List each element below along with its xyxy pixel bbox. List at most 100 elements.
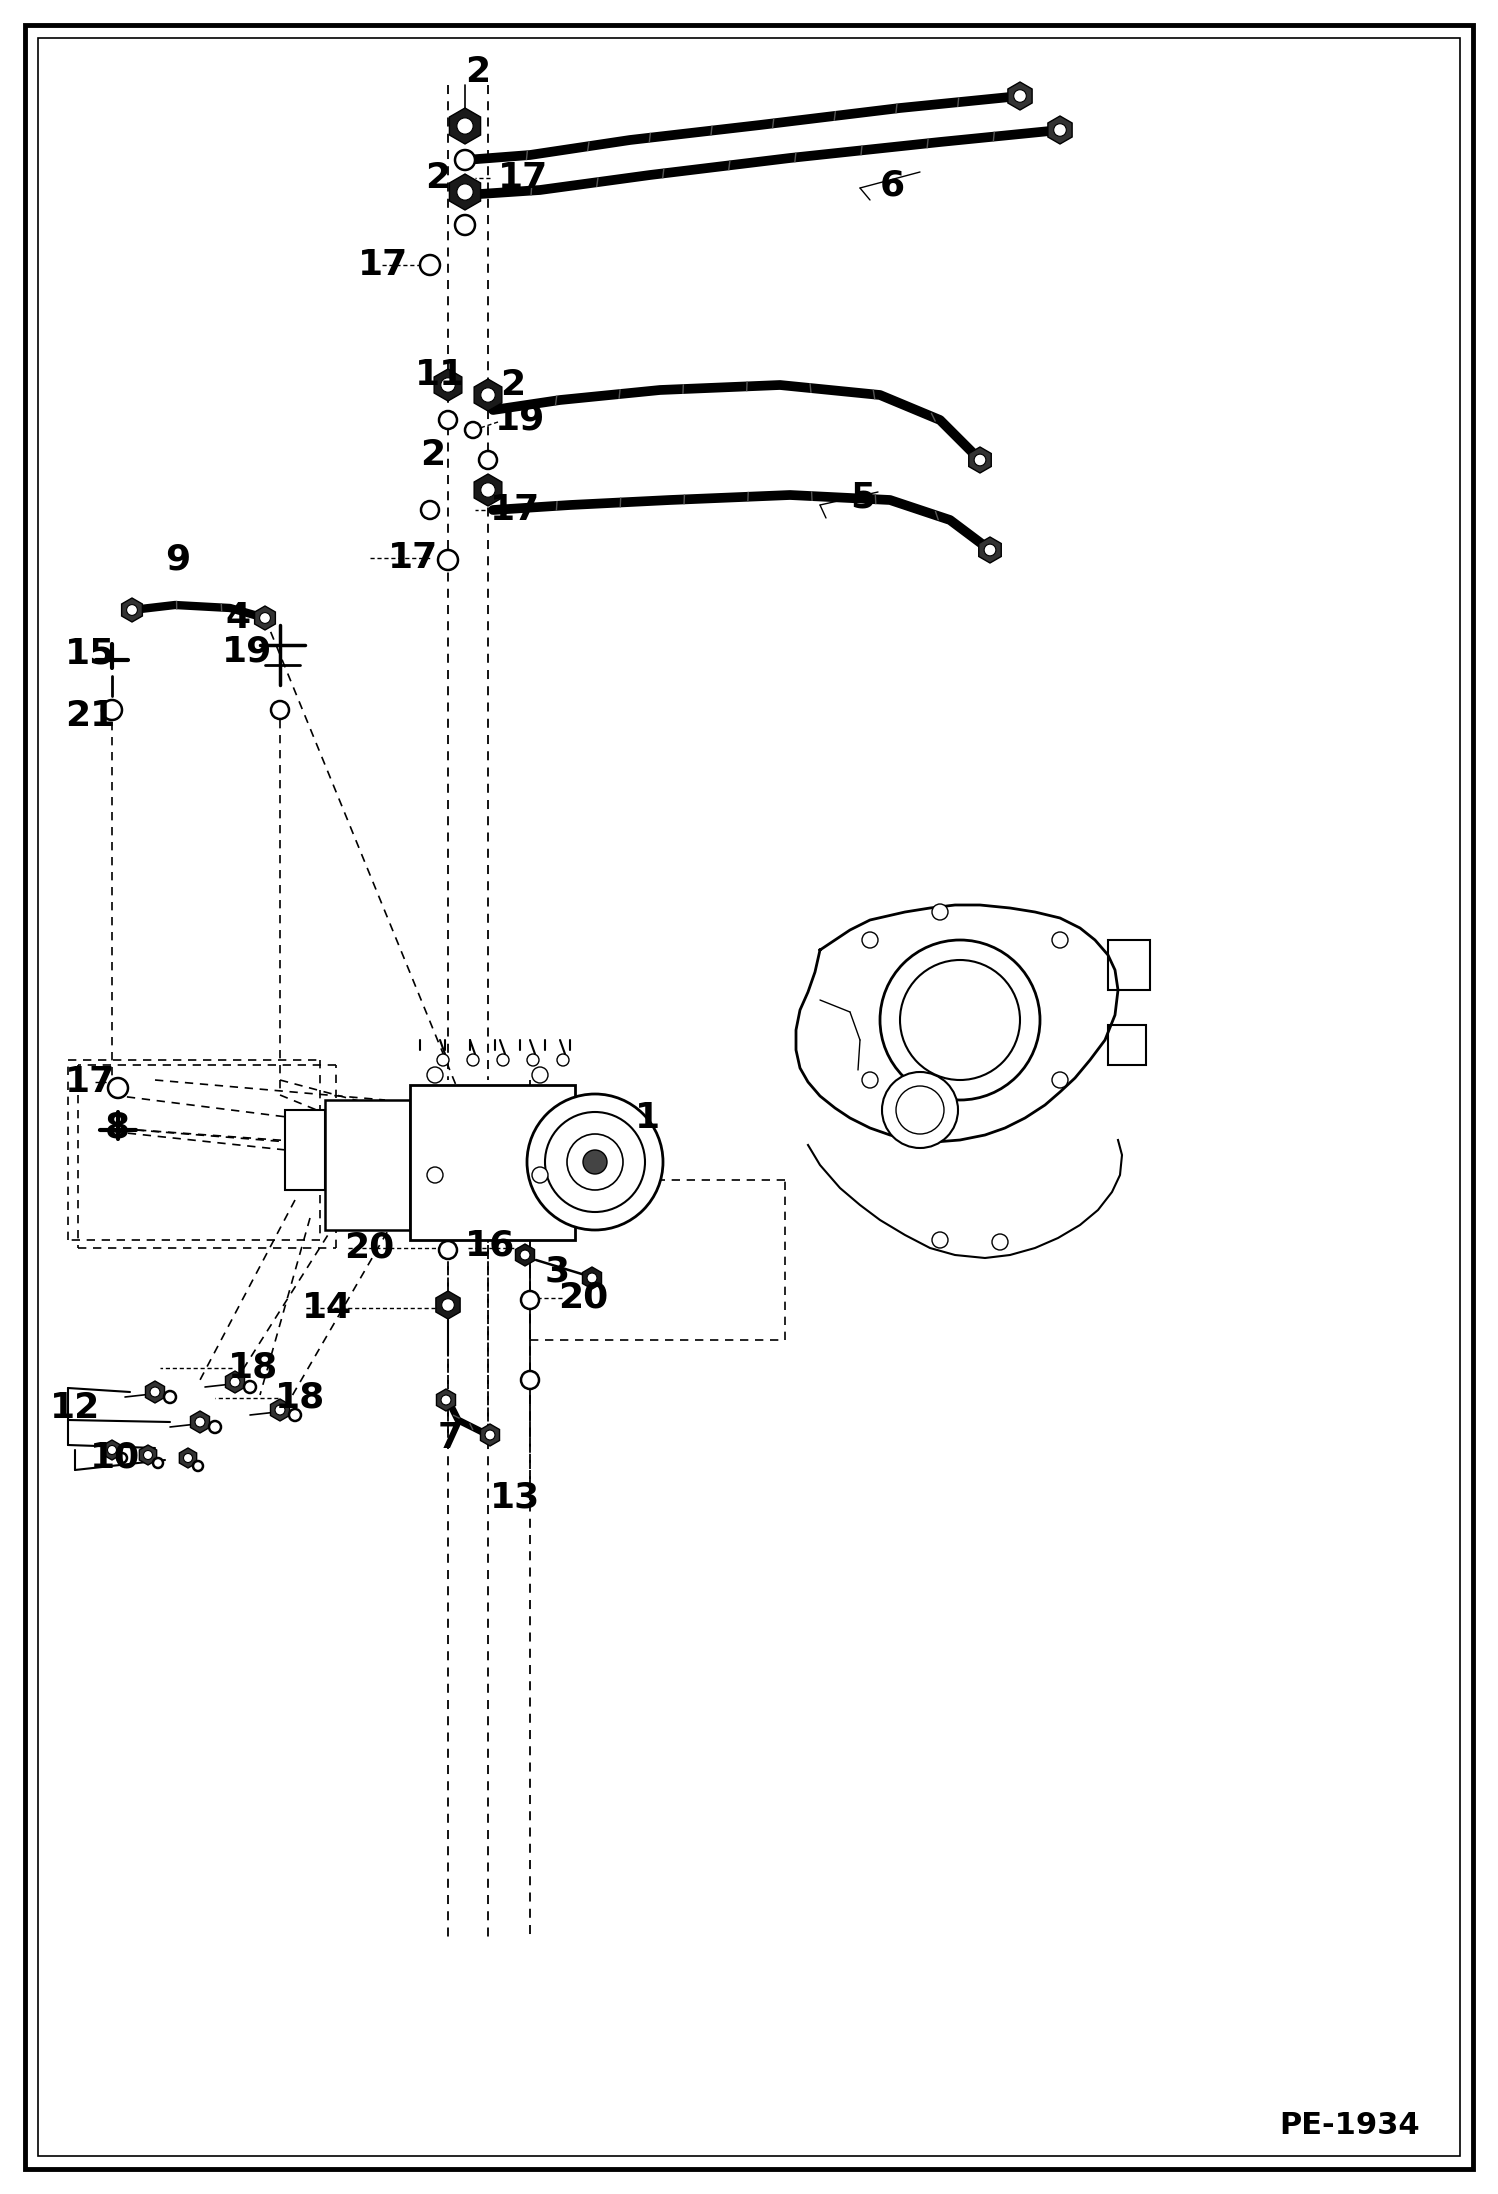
Text: 7: 7 [437, 1422, 463, 1455]
Circle shape [587, 1273, 596, 1283]
Text: 6: 6 [879, 169, 905, 202]
Circle shape [440, 1395, 451, 1404]
Circle shape [861, 1073, 878, 1088]
Circle shape [1052, 1073, 1068, 1088]
Circle shape [427, 1167, 443, 1183]
Circle shape [289, 1409, 301, 1422]
Circle shape [455, 149, 475, 169]
Polygon shape [481, 1424, 499, 1446]
Circle shape [527, 1095, 664, 1231]
Circle shape [521, 1371, 539, 1389]
Circle shape [481, 483, 496, 498]
Text: 2: 2 [500, 369, 526, 402]
Circle shape [521, 1290, 539, 1310]
Circle shape [992, 1233, 1008, 1251]
Text: 13: 13 [490, 1481, 541, 1516]
Circle shape [557, 1053, 569, 1066]
Circle shape [481, 388, 496, 402]
Polygon shape [139, 1446, 157, 1466]
Polygon shape [969, 448, 992, 474]
Circle shape [244, 1380, 256, 1393]
Polygon shape [121, 599, 142, 623]
Circle shape [150, 1387, 160, 1398]
Polygon shape [978, 538, 1001, 564]
Circle shape [419, 255, 440, 274]
Text: 2: 2 [464, 55, 490, 90]
Text: 3: 3 [545, 1255, 571, 1290]
Text: 2: 2 [419, 439, 445, 472]
Polygon shape [475, 380, 502, 410]
Text: 4: 4 [225, 601, 250, 634]
Polygon shape [475, 474, 502, 507]
Circle shape [210, 1422, 222, 1433]
Circle shape [1053, 123, 1067, 136]
Circle shape [879, 939, 1040, 1099]
Polygon shape [449, 108, 481, 145]
Bar [1109, 1025, 1146, 1064]
Circle shape [439, 410, 457, 430]
Circle shape [882, 1073, 959, 1147]
Circle shape [1052, 932, 1068, 948]
Polygon shape [583, 1266, 602, 1290]
Circle shape [421, 500, 439, 520]
Circle shape [464, 421, 481, 439]
Circle shape [193, 1461, 204, 1470]
Circle shape [896, 1086, 944, 1134]
Circle shape [900, 961, 1020, 1079]
Text: PE-1934: PE-1934 [1279, 2111, 1420, 2139]
Circle shape [259, 612, 271, 623]
Circle shape [457, 118, 473, 134]
Text: 17: 17 [388, 542, 439, 575]
Text: 10: 10 [90, 1441, 141, 1474]
Circle shape [271, 702, 289, 720]
Text: 1: 1 [635, 1101, 661, 1134]
Polygon shape [1008, 81, 1032, 110]
Text: 18: 18 [228, 1352, 279, 1384]
Text: 20: 20 [345, 1231, 394, 1266]
Circle shape [974, 454, 986, 465]
FancyBboxPatch shape [325, 1099, 410, 1231]
Circle shape [532, 1167, 548, 1183]
Circle shape [485, 1430, 494, 1439]
Polygon shape [434, 369, 461, 402]
Circle shape [932, 904, 948, 919]
Text: 12: 12 [49, 1391, 100, 1424]
Circle shape [231, 1378, 240, 1387]
Text: 20: 20 [557, 1281, 608, 1314]
Circle shape [532, 1066, 548, 1084]
Circle shape [195, 1417, 205, 1426]
Circle shape [520, 1251, 530, 1259]
Circle shape [545, 1112, 646, 1211]
Circle shape [457, 184, 473, 200]
Text: 18: 18 [276, 1380, 325, 1415]
Circle shape [108, 1446, 117, 1455]
Text: 16: 16 [464, 1229, 515, 1262]
Circle shape [108, 1077, 127, 1097]
Text: 11: 11 [415, 358, 466, 393]
Polygon shape [255, 606, 276, 630]
Polygon shape [271, 1400, 289, 1422]
Text: 17: 17 [497, 160, 548, 195]
Text: 19: 19 [494, 404, 545, 437]
Circle shape [183, 1452, 193, 1463]
Polygon shape [180, 1448, 196, 1468]
Circle shape [117, 1452, 127, 1463]
Circle shape [437, 1053, 449, 1066]
Circle shape [437, 551, 458, 570]
Polygon shape [145, 1380, 165, 1402]
Circle shape [455, 215, 475, 235]
Circle shape [1014, 90, 1026, 103]
Polygon shape [1049, 116, 1073, 145]
Circle shape [439, 1242, 457, 1259]
Circle shape [102, 700, 121, 720]
Text: 9: 9 [165, 542, 190, 577]
Circle shape [276, 1404, 285, 1415]
Text: 21: 21 [64, 700, 115, 733]
Circle shape [442, 1299, 454, 1312]
Circle shape [153, 1459, 163, 1468]
Text: 19: 19 [222, 634, 273, 667]
Circle shape [467, 1053, 479, 1066]
Polygon shape [190, 1411, 210, 1433]
Text: 8: 8 [105, 1110, 130, 1145]
Polygon shape [226, 1371, 244, 1393]
